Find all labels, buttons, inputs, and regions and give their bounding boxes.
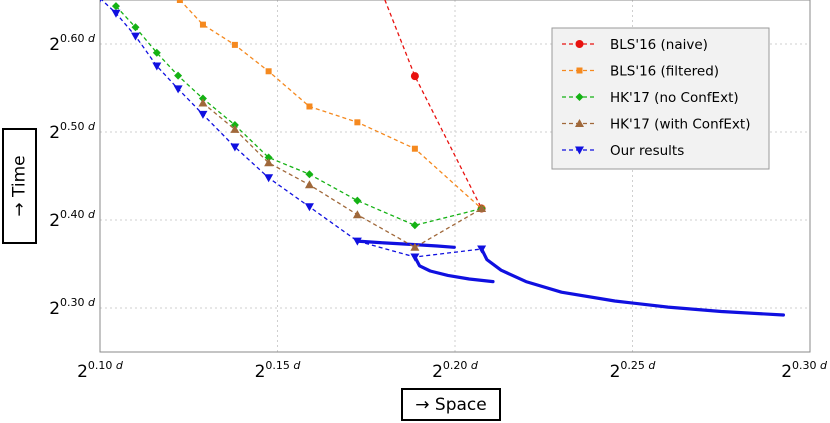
data-point-series-1	[176, 0, 183, 3]
frontier-curve	[413, 255, 495, 284]
legend-box	[551, 27, 770, 170]
data-point-series-3	[410, 242, 420, 251]
data-point-series-3	[477, 204, 487, 213]
data-point-series-4	[198, 110, 208, 119]
data-point-series-2	[353, 196, 362, 205]
legend-label: HK'17 (with ConfExt)	[610, 117, 750, 133]
data-point-series-3	[198, 98, 208, 107]
legend-marker	[575, 146, 584, 155]
data-point-series-3	[304, 180, 314, 189]
legend-label: Our results	[610, 143, 684, 159]
plot-frame	[99, 0, 811, 353]
data-point-series-4	[410, 253, 420, 262]
data-point-series-4	[111, 9, 121, 18]
y-axis-label-text: → Time	[9, 155, 30, 217]
data-point-series-4	[131, 32, 140, 41]
data-point-series-1	[411, 145, 418, 152]
y-tick-label: 20.30 d	[49, 296, 96, 319]
x-tick-label: 20.20 d	[432, 359, 479, 382]
data-point-series-4	[173, 85, 183, 94]
data-point-series-2	[410, 221, 419, 230]
x-tick-label: 20.10 d	[77, 359, 124, 382]
data-point-series-3	[230, 124, 240, 133]
data-point-series-2	[264, 153, 273, 162]
data-point-series-3	[264, 158, 274, 167]
y-axis-label: → Time	[2, 128, 37, 244]
x-axis-label-text: → Space	[415, 394, 487, 415]
series-line-0	[384, 0, 483, 209]
frontier-curve	[480, 247, 786, 317]
data-point-series-4	[264, 174, 274, 183]
legend-marker	[575, 40, 584, 48]
legend-marker	[575, 93, 584, 101]
data-point-series-2	[305, 170, 314, 179]
series-line-2	[115, 5, 482, 226]
data-point-series-4	[100, 0, 102, 3]
legend-marker	[575, 119, 584, 127]
series-layer	[100, 0, 786, 317]
y-tick-label: 20.60 d	[49, 32, 96, 55]
data-point-series-3	[352, 210, 362, 219]
data-point-series-2	[111, 2, 120, 11]
legend-label: BLS'16 (naive)	[610, 37, 708, 53]
data-point-series-4	[230, 143, 240, 152]
data-point-series-4	[304, 203, 314, 212]
data-point-series-4	[152, 62, 162, 71]
series-line-4	[100, 0, 482, 258]
tick-labels: 20.10 d 20.15 d 20.20 d 20.25 d 20.30 d 20.30…	[49, 32, 828, 382]
data-point-series-4	[477, 245, 487, 254]
data-point-series-0	[410, 72, 419, 81]
data-point-series-4	[352, 237, 362, 246]
legend: BLS'16 (naive) BLS'16 (filtered) HK'17 (no…	[551, 27, 770, 170]
x-axis-label: → Space	[401, 388, 501, 421]
x-tick-label: 20.15 d	[255, 359, 302, 382]
x-tick-label: 20.25 d	[610, 359, 657, 382]
data-point-series-1	[354, 119, 361, 126]
y-tick-label: 20.40 d	[49, 208, 96, 231]
legend-label: BLS'16 (filtered)	[610, 64, 719, 80]
legend-label: HK'17 (no ConfExt)	[610, 90, 739, 106]
data-point-series-2	[152, 48, 161, 57]
legend-marker	[576, 67, 583, 74]
data-point-series-1	[231, 41, 238, 48]
data-point-series-2	[174, 71, 183, 80]
data-point-series-1	[199, 21, 206, 28]
data-point-series-1	[306, 103, 313, 110]
series-line-1	[179, 0, 483, 210]
data-point-series-2	[131, 23, 140, 32]
y-tick-label: 20.50 d	[49, 120, 96, 143]
data-point-series-1	[265, 68, 272, 75]
x-tick-label: 20.30 d	[781, 359, 828, 382]
plot-area	[100, 0, 786, 317]
